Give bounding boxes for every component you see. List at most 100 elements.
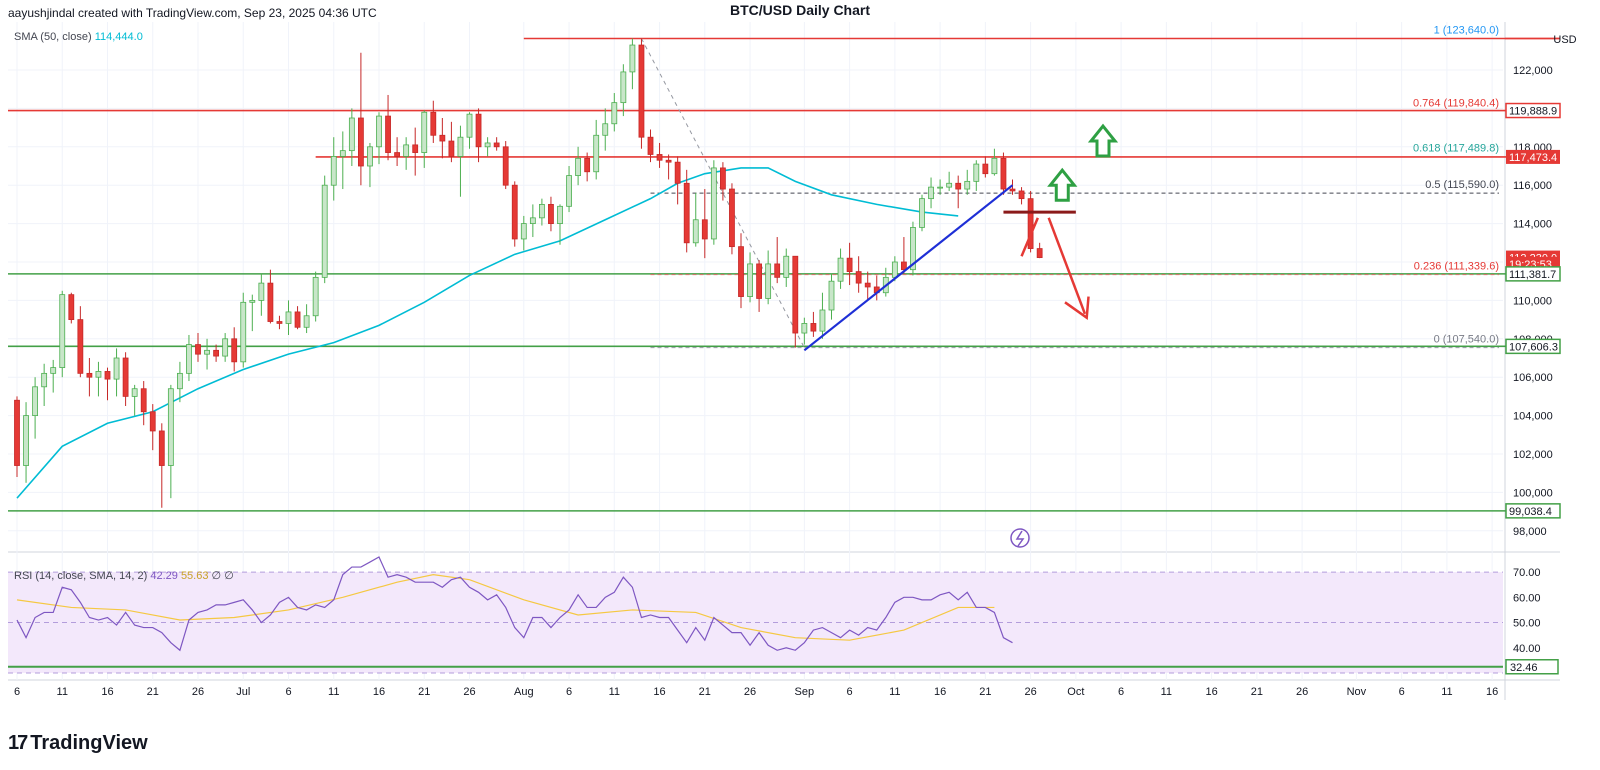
candle-up	[991, 157, 998, 175]
candle-up	[285, 311, 292, 324]
time-tick-label: 16	[1486, 686, 1498, 698]
candle-down	[864, 282, 871, 288]
candle-up	[783, 255, 790, 278]
candle-up	[222, 338, 229, 357]
candle-down	[656, 154, 663, 161]
currency-label[interactable]: USD	[1553, 34, 1577, 46]
fib-level-label: 0.5 (115,590.0)	[1425, 179, 1499, 191]
rsi-tick-label: 70.00	[1513, 567, 1541, 579]
candle-down	[294, 311, 301, 328]
candle-up	[376, 115, 382, 148]
lightning-icon-glyph	[1015, 530, 1025, 547]
candle-down	[1027, 198, 1034, 249]
trendline	[803, 184, 1014, 352]
candle-down	[1009, 188, 1016, 192]
rsi-current-label-box	[1505, 659, 1559, 675]
time-tick-label: 6	[1399, 686, 1405, 698]
fib-level-label: 0.236 (111,339.6)	[1414, 261, 1499, 273]
candlesticks	[14, 38, 1043, 508]
candle-down	[548, 203, 554, 224]
candle-up	[32, 386, 38, 416]
bounce-stroke	[1020, 217, 1039, 257]
candle-up	[421, 111, 428, 153]
time-tick-label: 26	[1296, 686, 1308, 698]
candle-up	[919, 198, 925, 228]
candle-up	[339, 150, 346, 157]
candle-up	[131, 388, 138, 397]
time-tick-label: 16	[1205, 686, 1217, 698]
candle-down	[276, 321, 283, 324]
time-axis[interactable]: 6 11 16 21 26 Jul 6 11 16 21 26 Aug 6 11 16 21 26 Sep 6 11 1…	[14, 686, 1498, 698]
candle-up	[611, 102, 618, 125]
time-tick-label: 11	[1441, 686, 1452, 698]
tradingview-logo[interactable]: 17 TradingView	[8, 732, 148, 755]
candle-down	[792, 255, 799, 334]
candle-up	[186, 344, 192, 374]
candle-up	[539, 203, 545, 219]
time-tick-label: 16	[373, 686, 385, 698]
candle-up	[403, 144, 410, 157]
time-tick-label: 16	[934, 686, 946, 698]
time-tick-label: 26	[744, 686, 756, 698]
price-label: 117,473.4	[1509, 152, 1557, 164]
candle-up	[747, 263, 753, 297]
candle-down	[774, 263, 781, 278]
price-tick-label: 116,000	[1513, 180, 1552, 192]
price-label-box	[1505, 338, 1561, 355]
candle-up	[891, 261, 898, 278]
author-line: aayushjindal created with TradingView.co…	[8, 6, 377, 20]
candle-up	[484, 142, 491, 148]
time-tick-label: 11	[1161, 686, 1172, 698]
candle-down	[584, 157, 591, 173]
fib-diagonal	[641, 38, 805, 348]
time-tick-label: 6	[566, 686, 572, 698]
time-tick-label: 21	[418, 686, 430, 698]
candle-up	[330, 155, 337, 186]
sma-50-line	[16, 167, 959, 499]
candle-up	[575, 157, 581, 177]
candle-down	[68, 294, 75, 321]
sma-legend-value: 114,444.0	[94, 31, 143, 43]
price-grid	[8, 22, 1560, 700]
time-tick-label: 11	[889, 686, 900, 698]
candle-down	[647, 136, 654, 155]
time-tick-label: 6	[14, 686, 20, 698]
time-tick-label: 21	[699, 686, 711, 698]
rsi-legend-extra-1: ∅	[211, 570, 222, 582]
price-axis[interactable]: 98,000100,000102,000104,000106,000108,00…	[1505, 37, 1561, 655]
candle-up	[928, 186, 934, 200]
rising-trendline	[803, 184, 1014, 352]
candle-down	[855, 271, 862, 284]
time-tick-label: 6	[1118, 686, 1124, 698]
lightning-icon	[1010, 528, 1030, 548]
bearish-arrow-shaft	[1047, 217, 1087, 315]
price-label: 111,381.7	[1509, 269, 1556, 281]
candle-up	[529, 217, 536, 224]
rsi-pane: 32.46	[8, 556, 1559, 675]
candle-up	[95, 371, 102, 378]
candle-down	[738, 246, 744, 297]
candle-down	[394, 152, 401, 157]
candle-up	[629, 44, 636, 73]
candle-up	[973, 163, 980, 182]
sma-legend[interactable]: SMA (50, close) 114,444.0	[14, 31, 143, 43]
candle-up	[692, 219, 699, 244]
candle-down	[430, 111, 437, 136]
candle-down	[14, 399, 20, 466]
candle-down	[439, 134, 446, 142]
candle-up	[457, 136, 464, 157]
rsi-legend[interactable]: RSI (14, close, SMA, 14, 2) 42.29 55.63 …	[14, 569, 234, 582]
rsi-current-label: 32.46	[1510, 662, 1538, 674]
candle-up	[819, 309, 826, 332]
time-tick-label: 26	[1024, 686, 1036, 698]
candle-up	[557, 205, 563, 225]
time-tick-label: Oct	[1067, 686, 1084, 698]
candle-down	[810, 323, 817, 332]
bullish-arrow-icon	[1087, 123, 1119, 158]
candle-down	[213, 349, 220, 357]
time-tick-label: 11	[328, 686, 339, 698]
candle-down	[475, 113, 482, 148]
time-tick-label: 6	[847, 686, 853, 698]
candle-down	[267, 282, 274, 322]
